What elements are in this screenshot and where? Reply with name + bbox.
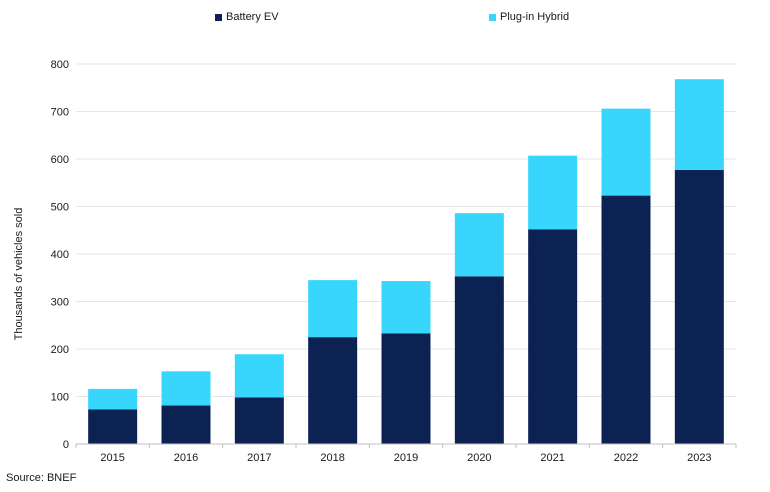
legend-item-plug-in-hybrid: Plug-in Hybrid <box>489 11 569 23</box>
x-tick-label-2018: 2018 <box>320 452 344 464</box>
x-tick-label-2016: 2016 <box>174 452 198 464</box>
bar-plug-in-hybrid-2022 <box>601 108 651 196</box>
bar-battery-ev-2018 <box>308 337 358 444</box>
x-tick-label-2017: 2017 <box>247 452 271 464</box>
legend-item-battery-ev: Battery EV <box>215 11 279 23</box>
x-tick-label-2022: 2022 <box>614 452 638 464</box>
bar-battery-ev-2022 <box>601 195 651 444</box>
x-tick-label-2023: 2023 <box>687 452 711 464</box>
x-tick-label-2020: 2020 <box>467 452 491 464</box>
chart-legend: Battery EV Plug-in Hybrid <box>0 11 770 27</box>
bar-battery-ev-2023 <box>674 169 724 445</box>
bar-battery-ev-2020 <box>454 276 504 444</box>
bar-plug-in-hybrid-2016 <box>161 371 211 406</box>
y-tick-label-200: 200 <box>51 344 69 356</box>
bar-battery-ev-2017 <box>234 397 284 444</box>
bar-battery-ev-2019 <box>381 333 431 444</box>
y-tick-label-800: 800 <box>51 59 69 71</box>
bar-battery-ev-2016 <box>161 405 211 444</box>
bar-plug-in-hybrid-2020 <box>454 213 504 277</box>
legend-label-battery-ev: Battery EV <box>226 11 279 23</box>
y-axis-title: Thousands of vehicles sold <box>13 208 25 341</box>
bar-plug-in-hybrid-2018 <box>308 280 358 338</box>
source-note: Source: BNEF <box>6 472 77 484</box>
y-tick-label-400: 400 <box>51 249 69 261</box>
bar-plug-in-hybrid-2019 <box>381 281 431 334</box>
y-tick-label-500: 500 <box>51 202 69 214</box>
bar-plug-in-hybrid-2023 <box>674 79 724 170</box>
bar-plug-in-hybrid-2021 <box>528 155 578 230</box>
x-tick-label-2021: 2021 <box>540 452 564 464</box>
legend-swatch-plug-in-hybrid <box>489 13 496 21</box>
y-tick-label-100: 100 <box>51 392 69 404</box>
y-tick-label-0: 0 <box>63 439 69 451</box>
x-tick-label-2019: 2019 <box>394 452 418 464</box>
bar-battery-ev-2015 <box>88 409 138 444</box>
bar-plug-in-hybrid-2017 <box>234 354 284 398</box>
bar-battery-ev-2021 <box>528 229 578 444</box>
bar-plug-in-hybrid-2015 <box>88 388 138 410</box>
legend-swatch-battery-ev <box>215 13 222 21</box>
x-tick-label-2015: 2015 <box>100 452 124 464</box>
y-tick-label-700: 700 <box>51 107 69 119</box>
legend-label-plug-in-hybrid: Plug-in Hybrid <box>500 11 570 23</box>
y-tick-label-300: 300 <box>51 297 69 309</box>
y-tick-label-600: 600 <box>51 154 69 166</box>
